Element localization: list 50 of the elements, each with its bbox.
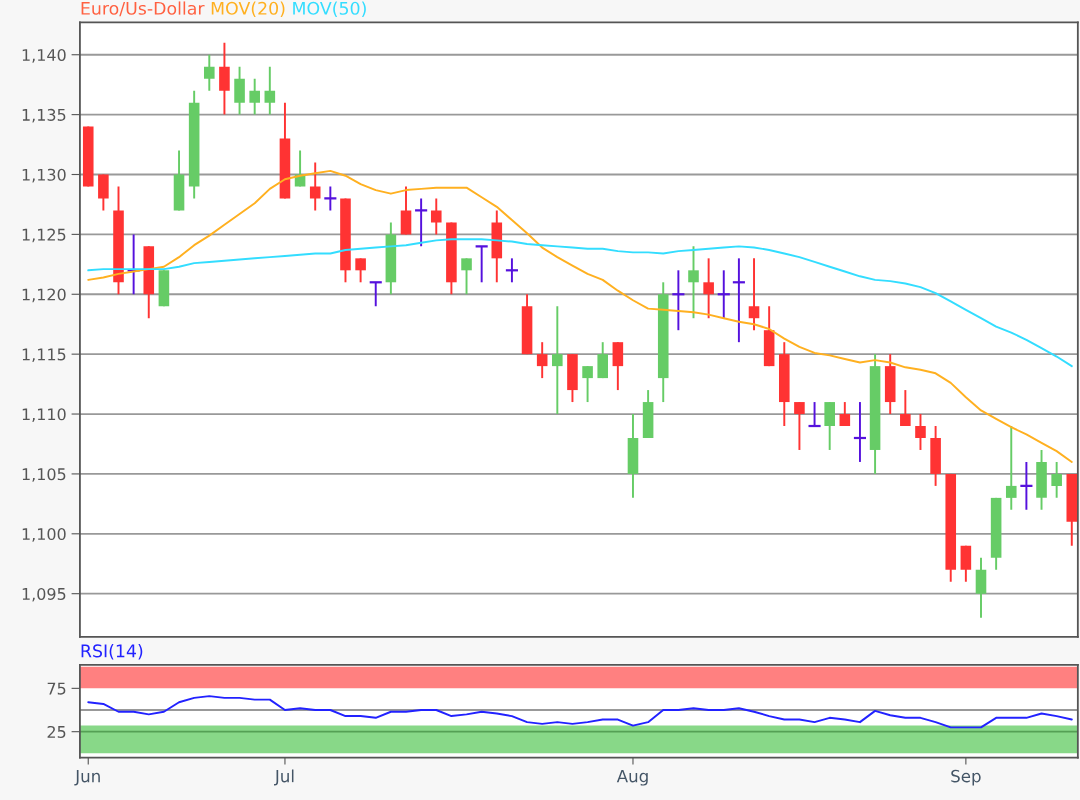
candlestick (536, 341, 548, 380)
candlestick (219, 41, 230, 116)
y-tick-label: 1,120 (22, 288, 66, 303)
candlestick (612, 341, 624, 392)
text: RSI(14) (81, 644, 143, 660)
text: MOV(20) (211, 1, 285, 17)
candlestick (824, 401, 835, 451)
candlestick (1051, 460, 1062, 499)
y-tick-label: 25 (47, 725, 66, 738)
candlestick (552, 305, 563, 416)
candlestick (1005, 425, 1017, 511)
candlestick (355, 257, 366, 284)
y-tick-label: 1,100 (22, 528, 66, 542)
y-tick-label: 1,135 (22, 108, 66, 123)
y-tick-label: 1,105 (22, 468, 66, 482)
chart-title: Euro/Us-Dollar (81, 1, 205, 17)
candlestick (582, 365, 593, 404)
candlestick (461, 257, 472, 296)
candlestick (264, 65, 276, 116)
y-tick-label: 75 (47, 682, 66, 695)
y-tick-label: 1,110 (22, 408, 66, 422)
y-tick-label: 1,115 (22, 348, 66, 363)
candlestick (915, 413, 926, 451)
x-tick-label: Jun (74, 770, 100, 786)
candlestick (400, 185, 412, 236)
candlestick (748, 257, 760, 332)
candlestick (975, 556, 987, 619)
y-tick-label: 1,130 (22, 168, 66, 183)
line-series (87, 238, 1073, 368)
candlestick (204, 53, 215, 92)
x-tick-label: Sep (951, 769, 981, 786)
text: MOV(50) (293, 1, 366, 17)
candlestick (900, 389, 911, 427)
y-tick-label: 1,125 (22, 228, 66, 243)
line-series (87, 695, 1073, 729)
candlestick (249, 77, 260, 116)
candlestick (794, 401, 805, 451)
candlestick (688, 245, 699, 320)
candlestick (960, 544, 972, 583)
x-tick-label: Jul (274, 769, 294, 786)
candlestick (703, 257, 714, 320)
candlestick (309, 161, 321, 212)
candlestick (597, 341, 609, 380)
candlestick (98, 173, 109, 212)
candlestick (234, 65, 245, 116)
x-tick-label: Aug (616, 770, 648, 786)
y-tick-label: 1,095 (22, 587, 66, 602)
candlestick (430, 197, 442, 236)
line-series (87, 169, 1073, 463)
y-tick-label: 1,140 (22, 48, 66, 63)
